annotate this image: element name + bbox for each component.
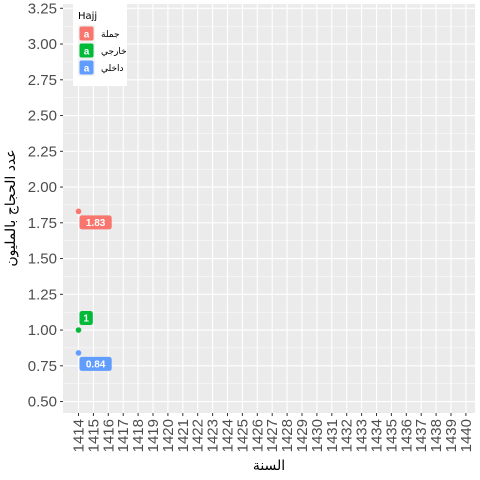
x-tick-label: 1424 [220,419,237,452]
y-tick-label: 1.00 [28,322,57,339]
y-tick-label: 2.50 [28,108,57,125]
y-tick-label: 1.50 [28,251,57,268]
data-label-box [79,215,112,230]
x-tick-label: 1432 [339,419,356,452]
y-tick-label: 1.75 [28,215,57,232]
data-point [75,327,82,333]
x-tick-label: 1418 [130,419,147,452]
x-tick-label: 1419 [145,419,162,452]
x-tick-label: 1429 [294,419,311,452]
y-tick-label: 2.00 [28,179,57,196]
x-tick-label: 1423 [205,419,222,452]
data-labels: 1.83 1 0.84 [79,215,112,371]
x-tick-label: 1439 [443,419,460,452]
data-label-box [79,311,93,326]
x-tick-label: 1438 [428,419,445,452]
x-tick-label: 1428 [279,419,296,452]
y-tick-label: 3.00 [28,36,57,53]
legend: Hajj a جملة a خارجي a داخلي [73,4,127,86]
y-axis-title: عدد الحجاج بالمليون [3,149,19,266]
y-tick-label: 0.50 [28,394,57,411]
legend-swatch [79,26,94,41]
x-tick-label: 1416 [100,419,117,452]
x-tick-label: 1417 [115,419,132,452]
y-tick-label: 1.25 [28,286,57,303]
legend-swatch [79,60,94,75]
legend-key-glyph: a [84,30,90,41]
x-tick-label: 1436 [398,419,415,452]
x-tick-label: 1433 [354,419,371,452]
legend-label: خارجي [101,47,127,57]
legend-key-glyph: a [84,47,90,58]
x-tick-label: 1440 [458,419,475,452]
legend-key-glyph: a [84,64,90,75]
x-tick-label: 1437 [413,419,430,452]
grid-major [63,4,475,413]
data-points [75,208,82,356]
x-tick-label: 1421 [175,419,192,452]
legend-swatch [79,43,94,58]
legend-label: جملة [101,30,120,40]
x-tick-label: 1422 [190,419,207,452]
data-point [75,208,82,215]
legend-label: داخلي [101,64,124,74]
data-label: 1 [83,314,89,325]
x-tick-label: 1431 [324,419,341,452]
y-axis-ticks: 0.50 0.75 1.00 1.25 1.50 1.75 2.00 2.25 2.50 2.75… [28,0,63,411]
x-tick-label: 1434 [369,419,386,452]
x-tick-label: 1426 [249,419,266,452]
legend-title: Hajj [78,11,97,22]
x-axis-title: السنة [253,458,285,474]
x-tick-label: 1430 [309,419,326,452]
legend-items: a جملة a خارجي a داخلي [78,25,127,76]
data-label-box [79,356,112,371]
x-tick-label: 1425 [234,419,251,452]
y-tick-label: 0.75 [28,358,57,375]
x-tick-label: 1414 [71,419,88,452]
x-tick-label: 1415 [85,419,102,452]
y-tick-label: 2.25 [28,143,57,160]
y-tick-label: 2.75 [28,72,57,89]
x-tick-label: 1435 [383,419,400,452]
x-tick-label: 1427 [264,419,281,452]
y-tick-label: 3.25 [28,0,57,17]
data-label: 0.84 [86,359,106,370]
x-tick-label: 1420 [160,419,177,452]
x-axis-ticks: 1414141514161417141814191420142114221423… [71,413,475,452]
data-point [75,350,82,356]
data-label: 1.83 [86,218,106,229]
